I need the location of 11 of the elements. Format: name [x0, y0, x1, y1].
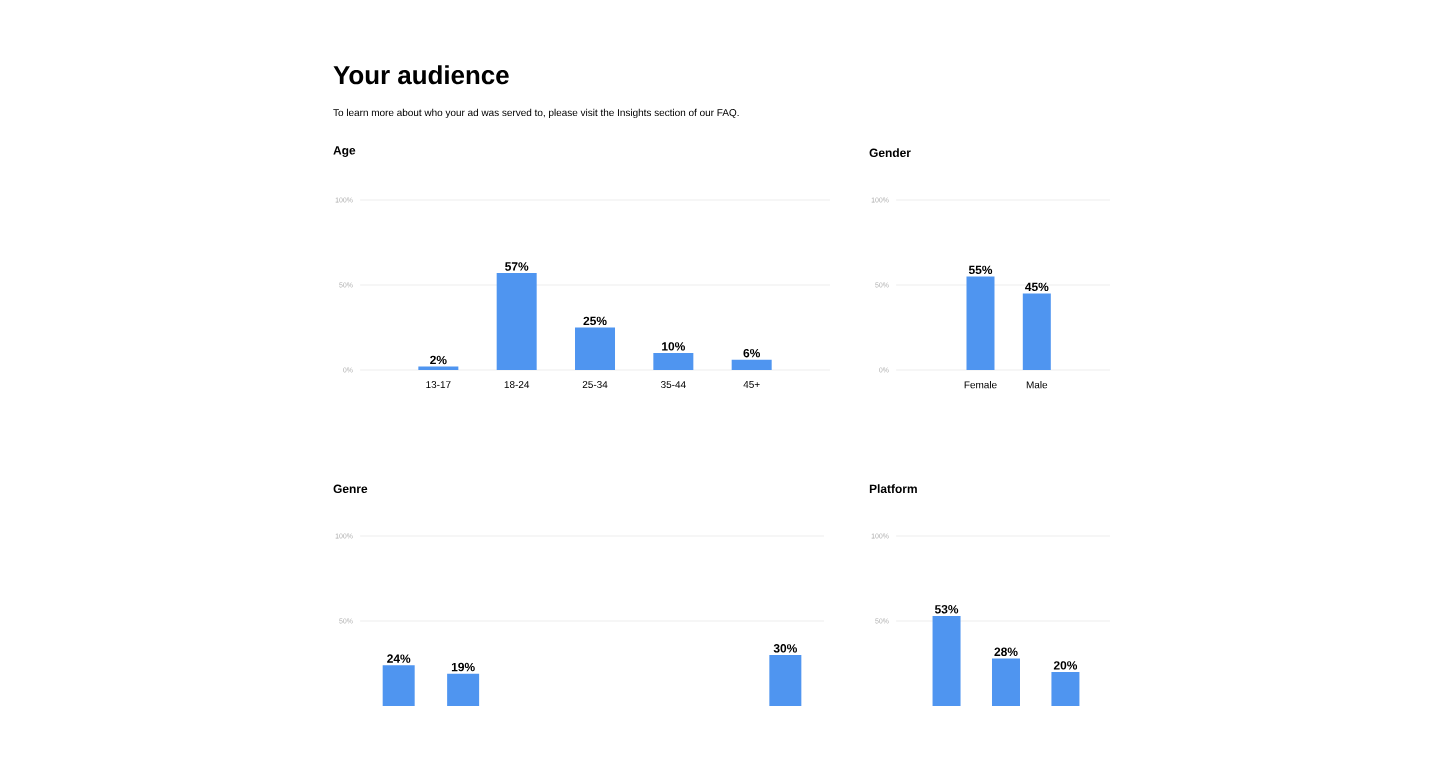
bar: [382, 665, 415, 706]
bar: [447, 673, 480, 706]
bar: [1051, 672, 1080, 706]
text: Your audience: [333, 65, 509, 85]
bar: [991, 658, 1020, 706]
bar: [769, 655, 802, 706]
bar: [496, 273, 537, 370]
bar: [575, 327, 616, 370]
bar: [653, 352, 694, 370]
bar: [731, 359, 772, 370]
bar: [932, 615, 961, 706]
